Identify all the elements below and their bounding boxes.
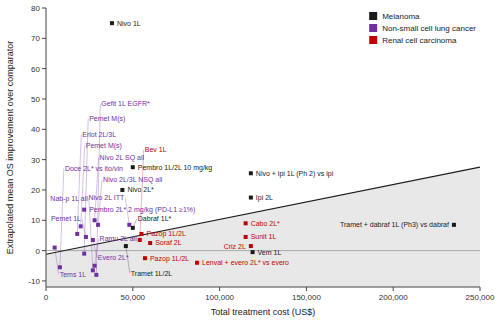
point-label: Tems 1L — [60, 271, 87, 278]
point-labels: Nivo 1LPembro 1L/2L 10 mg/kgNivo 2L*Nivo… — [50, 20, 449, 278]
point-label: Pembro 1L/2L 10 mg/kg — [138, 164, 213, 172]
y-tick — [42, 189, 46, 190]
x-tick — [306, 287, 307, 291]
regression-area — [46, 167, 480, 287]
point — [148, 241, 152, 245]
chart: -10 0 10 20 30 40 50 60 70 80 0 50,000 100,000 150,00… — [0, 0, 500, 321]
point-label: Nivo 1L — [117, 20, 141, 27]
regression-line — [46, 167, 480, 254]
point-label: Pemet 1L — [51, 215, 81, 222]
x-tick — [46, 287, 47, 291]
y-tick-label: 70 — [31, 34, 40, 43]
x-tick-label: 0 — [44, 293, 49, 302]
y-axis-label: Extrapolated mean OS improvement over co… — [5, 41, 15, 255]
point-label: Vem 1L — [258, 249, 282, 256]
x-tick-label: 250,000 — [466, 293, 495, 302]
point — [249, 171, 253, 175]
point-label: Pazop 1L/2L — [146, 230, 185, 238]
point-label: Tramet + dabraf 1L (Ph3) vs dabraf — [340, 221, 449, 229]
y-tick — [42, 68, 46, 69]
x-tick — [393, 287, 394, 291]
y-tick — [42, 220, 46, 221]
y-axis-line — [46, 8, 47, 287]
point-label: Soraf 2L — [155, 239, 182, 246]
label-leader — [84, 119, 88, 254]
legend: Melanoma Non-small cell lung cancer Renal … — [369, 12, 476, 45]
point-label: Nivo 2L* — [127, 186, 154, 193]
x-tick — [132, 287, 133, 291]
point — [195, 261, 199, 265]
point-label: Nivo 2L/3L NSQ all — [103, 176, 163, 184]
point-label: Pemet M(s) — [89, 115, 125, 123]
point — [249, 196, 253, 200]
label-leader — [96, 104, 100, 275]
point-label: Criz 2L — [224, 243, 246, 250]
point-label: Pemet M(s) — [86, 142, 122, 150]
x-tick — [480, 287, 481, 291]
x-tick-label: 100,000 — [205, 293, 234, 302]
point — [143, 256, 147, 260]
point-label: Nivo 2L SQ all — [100, 154, 145, 162]
legend-label: Renal cell carcinoma — [382, 36, 457, 45]
legend-swatch — [369, 36, 377, 44]
legend-swatch — [369, 12, 377, 20]
point — [110, 21, 114, 25]
x-tick — [219, 287, 220, 291]
plot-area — [46, 21, 480, 287]
point — [251, 250, 255, 254]
label-leader — [55, 248, 59, 275]
point-label: Pembro 2L* 2 mg/kg (PD-L1 ≥1%) — [89, 206, 195, 214]
x-tick-label: 200,000 — [379, 293, 408, 302]
point — [244, 235, 248, 239]
y-tick — [42, 280, 46, 281]
point — [244, 221, 248, 225]
y-tick — [42, 129, 46, 130]
point-label: Sunit 1L — [251, 233, 277, 240]
point — [452, 223, 456, 227]
point-label: Gefit 1L EGFR* — [101, 100, 150, 107]
point-label: Dabraf 1L* — [138, 215, 172, 222]
point-label: Ramu 2L all — [100, 235, 138, 242]
point — [120, 188, 124, 192]
y-tick-label: 80 — [31, 4, 40, 13]
point-label: Doce 2L* vs ito/vin — [65, 165, 123, 172]
y-tick — [42, 98, 46, 99]
point-label: Nivo + ipi 1L (Ph 2) vs ipi — [256, 170, 334, 178]
x-axis-label: Total treatment cost (US$) — [211, 307, 316, 317]
y-tick-label: 10 — [31, 216, 40, 225]
y-tick-label: 50 — [31, 95, 40, 104]
legend-label: Melanoma — [382, 12, 420, 21]
y-tick — [42, 8, 46, 9]
y-tick-label: 0 — [36, 247, 41, 256]
y-tick-label: 30 — [31, 156, 40, 165]
point-label: Erlot 2L/3L — [82, 131, 116, 138]
y-tick-label: -10 — [28, 277, 40, 286]
point-label: Pazop 1L/2L — [150, 255, 189, 263]
x-tick-label: 50,000 — [121, 293, 146, 302]
legend-swatch — [369, 24, 377, 32]
y-tick-label: 20 — [31, 186, 40, 195]
point-label: Cabo 2L* — [251, 220, 280, 227]
y-tick — [42, 159, 46, 160]
y-tick — [42, 250, 46, 251]
label-leader — [81, 145, 85, 226]
label-leader — [133, 219, 137, 228]
y-tick-label: 40 — [31, 125, 40, 134]
point-label: Nivo 2L ITT — [88, 194, 125, 201]
point-label: Tramet 1L/2L — [131, 270, 172, 277]
point-label: Lenval + evero 2L* vs evero — [202, 259, 289, 266]
x-axis-line — [46, 287, 480, 288]
x-tick-label: 150,000 — [292, 293, 321, 302]
point-label: Bev 1L — [145, 146, 167, 153]
point — [131, 165, 135, 169]
y-tick — [42, 38, 46, 39]
point-label: Ipi 2L — [256, 194, 273, 202]
legend-label: Non-small cell lung cancer — [382, 24, 476, 33]
point-label: Nab-p 1L all — [50, 195, 88, 203]
point — [249, 244, 253, 248]
label-leader — [98, 180, 102, 225]
axes: -10 0 10 20 30 40 50 60 70 80 0 50,000 100,000 150,00… — [28, 4, 495, 302]
point-label: Evero 2L* — [98, 254, 129, 261]
y-tick-label: 60 — [31, 65, 40, 74]
